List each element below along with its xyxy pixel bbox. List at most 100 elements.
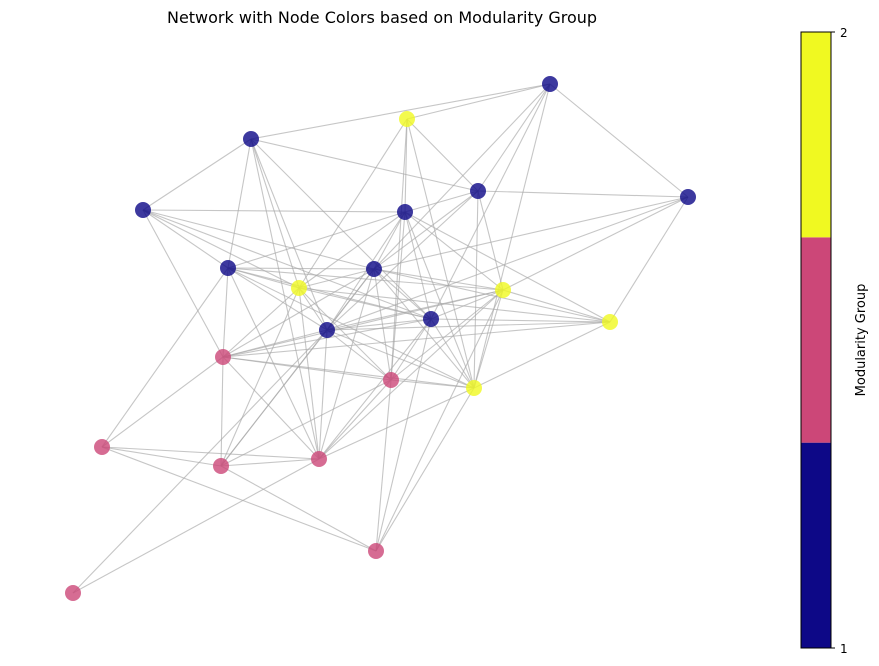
graph-edge	[101, 446, 320, 460]
graph-node	[470, 183, 486, 199]
graph-node	[368, 543, 384, 559]
graph-edge	[430, 289, 504, 320]
graph-edge	[318, 329, 328, 460]
graph-edge	[390, 211, 406, 381]
graph-edge	[298, 287, 392, 381]
graph-edge	[430, 83, 551, 320]
graph-edge	[227, 267, 504, 291]
graph-edge	[502, 196, 689, 291]
network-graph	[65, 76, 696, 601]
graph-edge	[250, 138, 300, 289]
graph-edge	[101, 267, 229, 448]
graph-edge	[142, 209, 432, 320]
graph-edge	[142, 209, 224, 358]
graph-edge	[326, 321, 611, 331]
colorbar-tick-label-max: 2	[840, 26, 848, 40]
graph-node	[542, 76, 558, 92]
colorbar-tick-label-min: 1	[840, 642, 848, 656]
nodes-layer	[65, 76, 696, 601]
graph-edge	[250, 138, 328, 331]
graph-edge	[142, 209, 229, 269]
graph-edge	[477, 190, 504, 291]
graph-edge	[142, 209, 375, 270]
graph-edge	[430, 318, 611, 323]
graph-edge	[318, 379, 392, 460]
graph-edge	[250, 138, 479, 192]
edges-layer	[72, 83, 689, 594]
graph-edge	[390, 379, 475, 389]
colorbar-frame	[800, 31, 832, 649]
graph-edge	[390, 289, 504, 381]
graph-edge	[298, 287, 328, 331]
graph-edge	[373, 196, 689, 270]
graph-edge	[227, 211, 406, 269]
graph-node	[423, 311, 439, 327]
graph-edge	[406, 83, 551, 120]
graph-edge	[142, 209, 406, 213]
graph-edge	[220, 465, 377, 552]
graph-node	[215, 349, 231, 365]
graph-edge	[220, 379, 392, 467]
graph-node	[319, 322, 335, 338]
graph-edge	[326, 318, 432, 331]
graph-edge	[298, 287, 432, 320]
graph-edge	[220, 287, 300, 467]
graph-edge	[473, 289, 504, 389]
graph-node	[94, 439, 110, 455]
graph-edge	[222, 289, 504, 358]
graph-edge	[373, 211, 406, 270]
graph-edge	[404, 211, 504, 291]
graph-edge	[373, 268, 504, 291]
graph-edge	[318, 318, 432, 460]
graph-edge	[222, 356, 475, 389]
graph-edge	[318, 387, 475, 460]
graph-edge	[502, 289, 611, 323]
graph-edge	[326, 190, 479, 331]
graph-edge	[222, 321, 611, 358]
graph-edge	[298, 287, 611, 323]
graph-edge	[101, 446, 377, 552]
graph-node	[366, 261, 382, 277]
graph-node	[291, 280, 307, 296]
graph-edge	[101, 356, 224, 448]
graph-edge	[318, 268, 375, 460]
colorbar-segment	[801, 237, 831, 443]
graph-edge	[473, 321, 611, 389]
graph-edge	[318, 289, 504, 460]
graph-edge	[250, 138, 320, 460]
graph-node	[220, 260, 236, 276]
colorbar-segment	[801, 32, 831, 238]
graph-edge	[375, 379, 392, 552]
graph-edge	[375, 318, 432, 552]
graph-edge	[404, 211, 611, 323]
graph-edge	[250, 83, 551, 140]
graph-edge	[222, 287, 300, 358]
graph-edge	[220, 329, 328, 467]
graph-node	[65, 585, 81, 601]
colorbar-label: Modularity Group	[854, 284, 869, 397]
graph-node	[602, 314, 618, 330]
graph-edge	[477, 83, 551, 192]
graph-edge	[220, 356, 224, 467]
graph-node	[495, 282, 511, 298]
graph-edge	[250, 138, 432, 320]
graph-edge	[473, 190, 479, 389]
graph-edge	[404, 190, 479, 213]
graph-node	[243, 131, 259, 147]
graph-edge	[430, 318, 475, 389]
graph-edge	[404, 118, 408, 213]
graph-edge	[404, 211, 475, 389]
graph-node	[399, 111, 415, 127]
graph-edge	[101, 446, 222, 467]
graph-edge	[477, 190, 689, 198]
graph-edge	[404, 211, 432, 320]
graph-edge	[609, 196, 689, 323]
graph-edge	[220, 458, 320, 467]
graph-node	[311, 451, 327, 467]
graph-edge	[473, 83, 551, 389]
graph-edge	[227, 267, 328, 331]
graph-edge	[222, 267, 229, 358]
graph-edge	[549, 83, 689, 198]
graph-edge	[326, 329, 475, 389]
